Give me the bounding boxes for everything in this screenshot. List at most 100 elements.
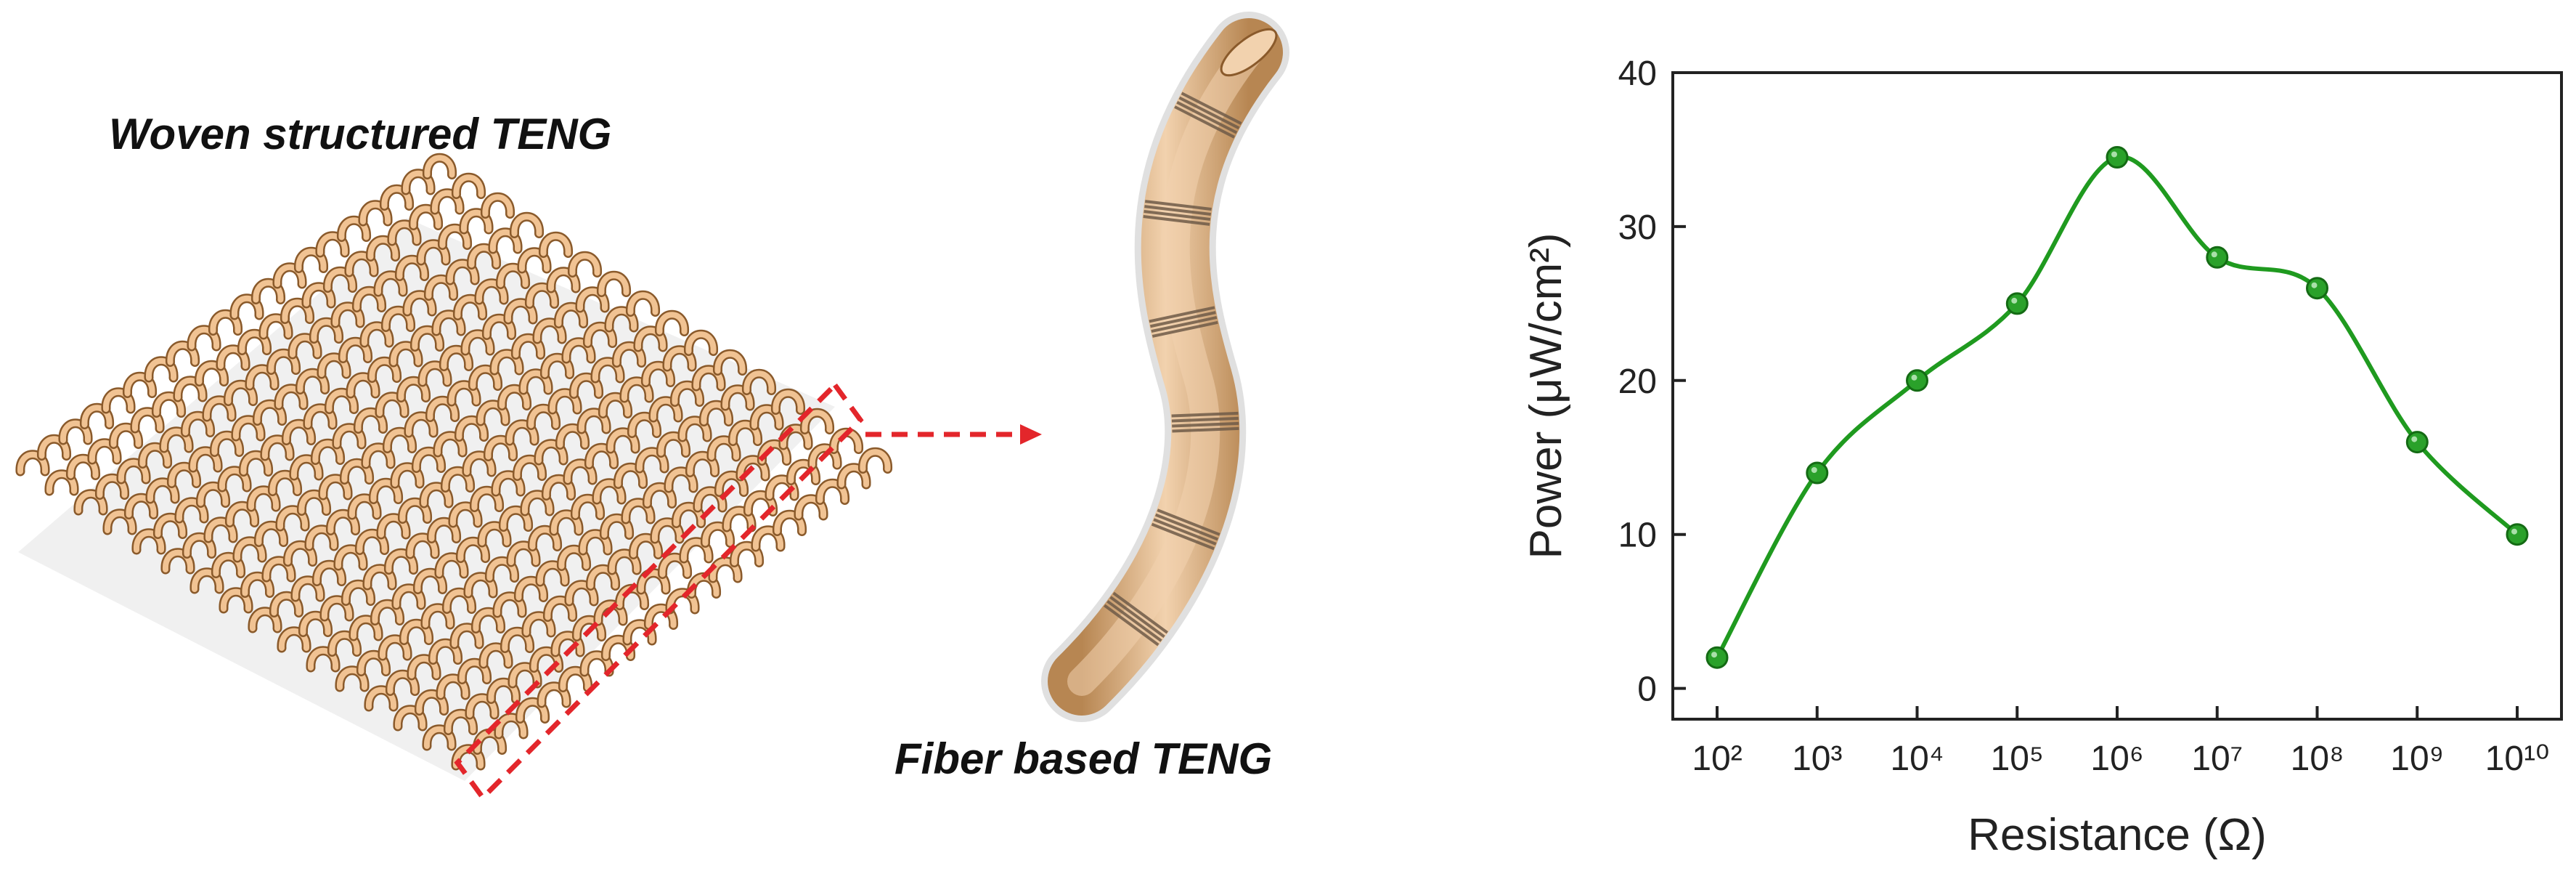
fabric-loop: [576, 408, 611, 434]
fabric-loop: [635, 447, 669, 474]
fabric-loop: [452, 172, 486, 199]
fabric-loop: [442, 587, 476, 614]
fabric-loop: [470, 485, 504, 512]
fabric-loop: [294, 246, 328, 273]
fabric-loop: [713, 349, 747, 376]
fabric-loop: [742, 368, 776, 395]
fabric-loop: [563, 458, 598, 485]
fabric-loop: [378, 634, 412, 661]
x-tick-label: 10⁹: [2390, 740, 2444, 778]
fabric-loop: [289, 454, 324, 481]
x-tick-label: 10⁶: [2090, 740, 2143, 778]
fabric-loop: [358, 200, 393, 227]
fabric-loop: [304, 524, 339, 551]
fabric-loop: [388, 341, 423, 368]
fabric-loop: [317, 352, 351, 379]
fabric-loop: [532, 317, 567, 344]
fabric-loop: [482, 313, 516, 340]
fabric-loop: [225, 501, 259, 527]
fabric-loop: [224, 379, 258, 406]
fabric-loop: [116, 458, 151, 485]
data-point: [2005, 292, 2029, 315]
dashed-arrow: [865, 424, 1042, 445]
fabric-loop: [381, 305, 415, 332]
fabric-loop: [425, 395, 460, 422]
fabric-loop: [547, 388, 582, 415]
fabric-loop: [728, 419, 762, 446]
fabric-loop: [401, 169, 436, 195]
fabric-loop: [515, 697, 550, 724]
fabric-loop: [364, 685, 399, 712]
fabric-loop: [441, 466, 475, 493]
y-tick-label: 30: [1618, 208, 1657, 247]
fabric-loop: [434, 552, 469, 579]
fabric-loop: [347, 493, 382, 520]
fabric-loop: [534, 439, 568, 466]
fabric-loop: [586, 564, 620, 591]
fabric-loop: [246, 485, 281, 512]
data-point-highlight: [2511, 528, 2517, 535]
fabric-loop: [239, 450, 273, 477]
fabric-loop: [604, 306, 639, 333]
fabric-loop: [564, 580, 599, 607]
fabric-loop: [346, 372, 380, 399]
fabric-loop: [537, 681, 571, 708]
fabric-loop: [455, 415, 489, 442]
fabric-loop: [476, 400, 510, 426]
fabric-loop: [749, 404, 784, 431]
fabric-loop: [555, 423, 590, 450]
fabric-loop: [636, 568, 671, 595]
fabric-loop: [295, 368, 330, 394]
fabric-loop: [182, 532, 216, 559]
fabric-loop: [511, 333, 545, 360]
fabric-loop: [366, 235, 400, 262]
fabric-loop: [330, 301, 365, 328]
fabric-loop: [422, 724, 457, 751]
fabric-loop: [508, 662, 542, 689]
electrode-band: [1151, 509, 1220, 551]
fabric-loop: [730, 540, 764, 567]
fabric-loop: [720, 384, 755, 411]
fabric-loop: [217, 466, 252, 493]
fabric-loop: [858, 447, 892, 474]
fabric-loop: [584, 442, 619, 469]
x-axis: 10² 10³ 10⁴ 10⁵ 10⁶ 10⁷ 10⁸ 10⁹ 10¹⁰: [1692, 706, 2549, 778]
fabric-loop: [153, 512, 187, 539]
fabric-loop: [662, 345, 697, 372]
fabric-loop: [558, 665, 592, 692]
fabric-loop: [181, 410, 215, 437]
fabric-loop: [643, 482, 677, 509]
fabric-loop: [561, 337, 596, 364]
fabric-loop: [232, 536, 267, 563]
y-tick-label: 0: [1637, 671, 1657, 709]
fabric-loop: [600, 513, 634, 540]
electrode-band: [1174, 92, 1242, 139]
fabric-loop: [367, 356, 402, 383]
series-markers: [1705, 146, 2529, 669]
fiber-end-cap: [1220, 28, 1278, 77]
fabric-loop: [306, 646, 341, 673]
electrode-band: [1143, 200, 1212, 226]
fabric-loop: [160, 548, 195, 575]
fabric-loop: [543, 595, 577, 622]
fabric-loop: [66, 453, 100, 480]
fabric-loop: [359, 321, 394, 348]
fabric-loop: [593, 599, 628, 626]
electrode-bands: [1104, 92, 1242, 647]
fabric-loop: [211, 551, 245, 578]
fabric-loop: [794, 494, 828, 521]
fabric-loop: [325, 387, 359, 414]
fabric-loop: [356, 649, 391, 676]
fabric-loop: [535, 560, 570, 587]
data-point: [2306, 277, 2328, 300]
fabric-loop: [73, 489, 108, 516]
woven-fabric-illustration: [15, 153, 1042, 802]
fabric-loop: [463, 572, 498, 599]
electrode-band: [1104, 591, 1168, 647]
fabric-loop: [337, 215, 371, 242]
fabric-loop: [335, 665, 370, 692]
x-tick-label: 10³: [1792, 740, 1842, 778]
fabric-loop: [423, 153, 457, 179]
fabric-loop: [253, 399, 287, 426]
